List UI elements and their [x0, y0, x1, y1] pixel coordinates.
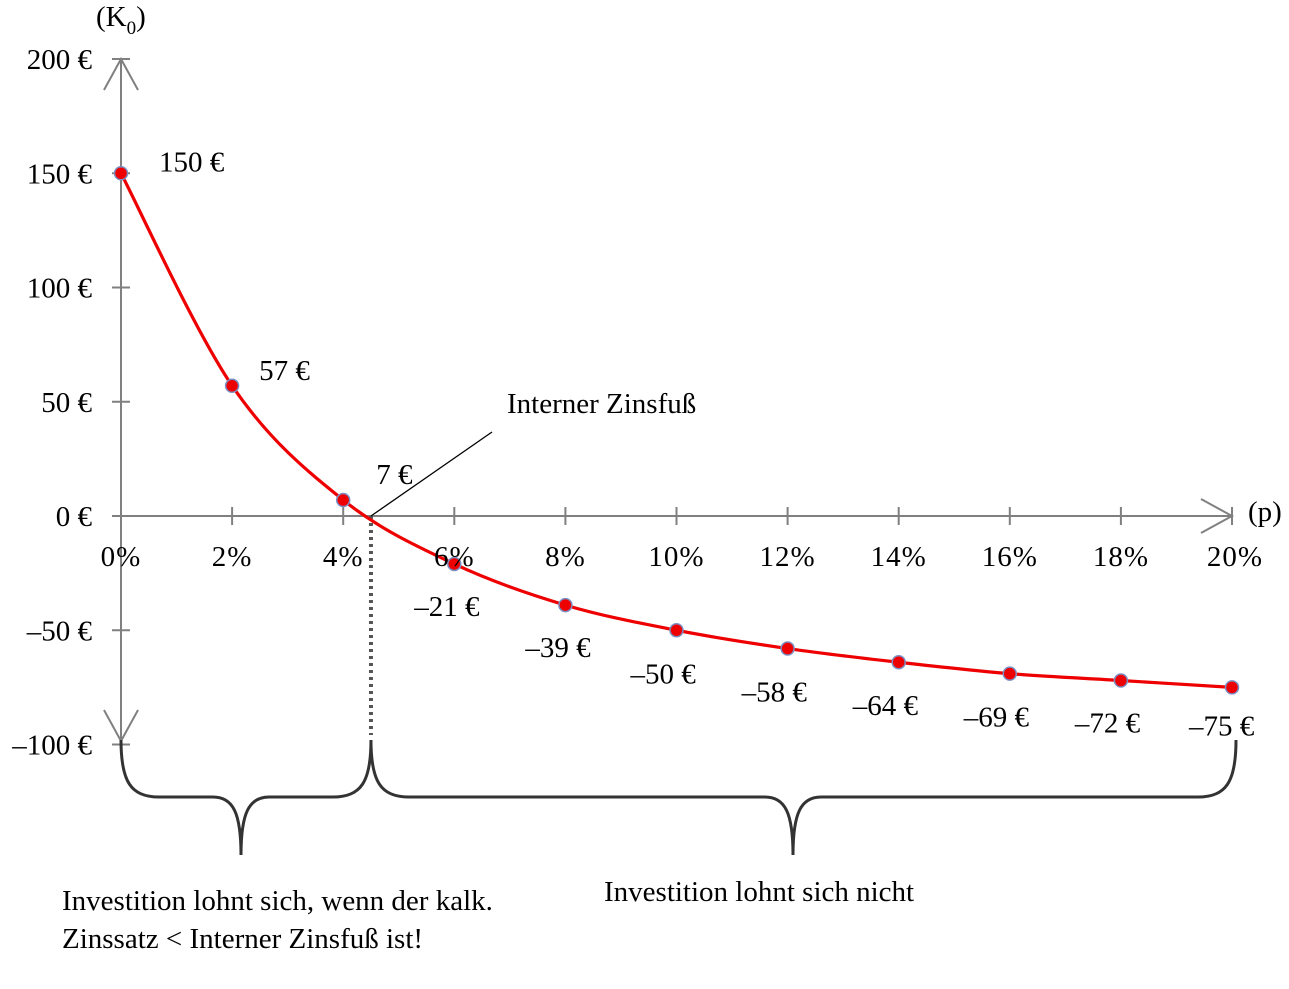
x-tick-label: 14%	[871, 541, 927, 573]
data-label: 57 €	[259, 355, 310, 387]
x-tick-label: 18%	[1093, 541, 1149, 573]
data-point	[1224, 680, 1240, 695]
annotation-irr: Interner Zinsfuß	[507, 388, 696, 420]
brackets	[119, 739, 1238, 856]
note-right: Investition lohnt sich nicht	[604, 876, 915, 908]
annotation-leader-line	[370, 431, 493, 517]
data-label: –75 €	[1188, 710, 1255, 742]
y-axis-title-main: (K	[96, 1, 127, 33]
data-point	[780, 641, 795, 656]
x-tick-label: 16%	[982, 541, 1038, 573]
data-point	[1113, 673, 1129, 688]
data-label: –39 €	[524, 632, 591, 664]
x-tick-label: 8%	[545, 541, 586, 573]
labels: 200 € 150 € 100 € 50 € 0 € –50 € –100 € 0% 2% 4% 6…	[11, 1, 1282, 762]
y-axis-title-sub: 0	[127, 18, 137, 39]
x-tick-label: 0%	[101, 541, 142, 573]
y-tick-label: 0 €	[56, 501, 93, 533]
y-tick-label: 150 €	[27, 158, 93, 190]
data-label: –72 €	[1074, 708, 1141, 740]
y-tick-label: –100 €	[11, 730, 92, 762]
note-left: Investition lohnt sich, wenn der kalk. Z…	[62, 885, 493, 955]
data-label: –69 €	[963, 702, 1030, 734]
data-label: –64 €	[852, 690, 919, 722]
y-tick-label: –50 €	[26, 615, 93, 647]
data-point	[669, 623, 684, 638]
bracket-left	[119, 739, 373, 856]
data-point	[113, 166, 129, 181]
data-point	[224, 378, 240, 394]
x-tick-label: 4%	[323, 541, 364, 573]
data-point	[891, 654, 906, 670]
x-tick-label: 12%	[760, 541, 816, 573]
y-axis-title-close: )	[136, 1, 146, 33]
y-tick-label: 200 €	[27, 44, 93, 76]
data-label: 150 €	[159, 146, 225, 178]
data-label: –21 €	[413, 591, 480, 623]
axes	[103, 56, 1235, 746]
y-axis-title: (K0)	[96, 1, 146, 39]
data-point	[447, 556, 462, 572]
data-point	[335, 492, 351, 508]
x-tick-label: 6%	[434, 541, 475, 573]
data-label: 7 €	[376, 459, 413, 491]
data-point	[558, 597, 573, 613]
x-axis-title: (p)	[1248, 496, 1282, 528]
series-line	[119, 172, 1233, 689]
y-tick-label: 100 €	[27, 273, 93, 305]
y-tick-label: 50 €	[41, 387, 92, 419]
series	[113, 166, 1240, 695]
x-tick-label: 2%	[212, 541, 253, 573]
data-label: –58 €	[741, 677, 808, 709]
data-point	[1002, 666, 1018, 681]
x-tick-label: 20%	[1207, 541, 1263, 573]
x-tick-label: 10%	[648, 541, 704, 573]
bracket-right	[369, 739, 1238, 856]
data-label: –50 €	[630, 658, 697, 690]
